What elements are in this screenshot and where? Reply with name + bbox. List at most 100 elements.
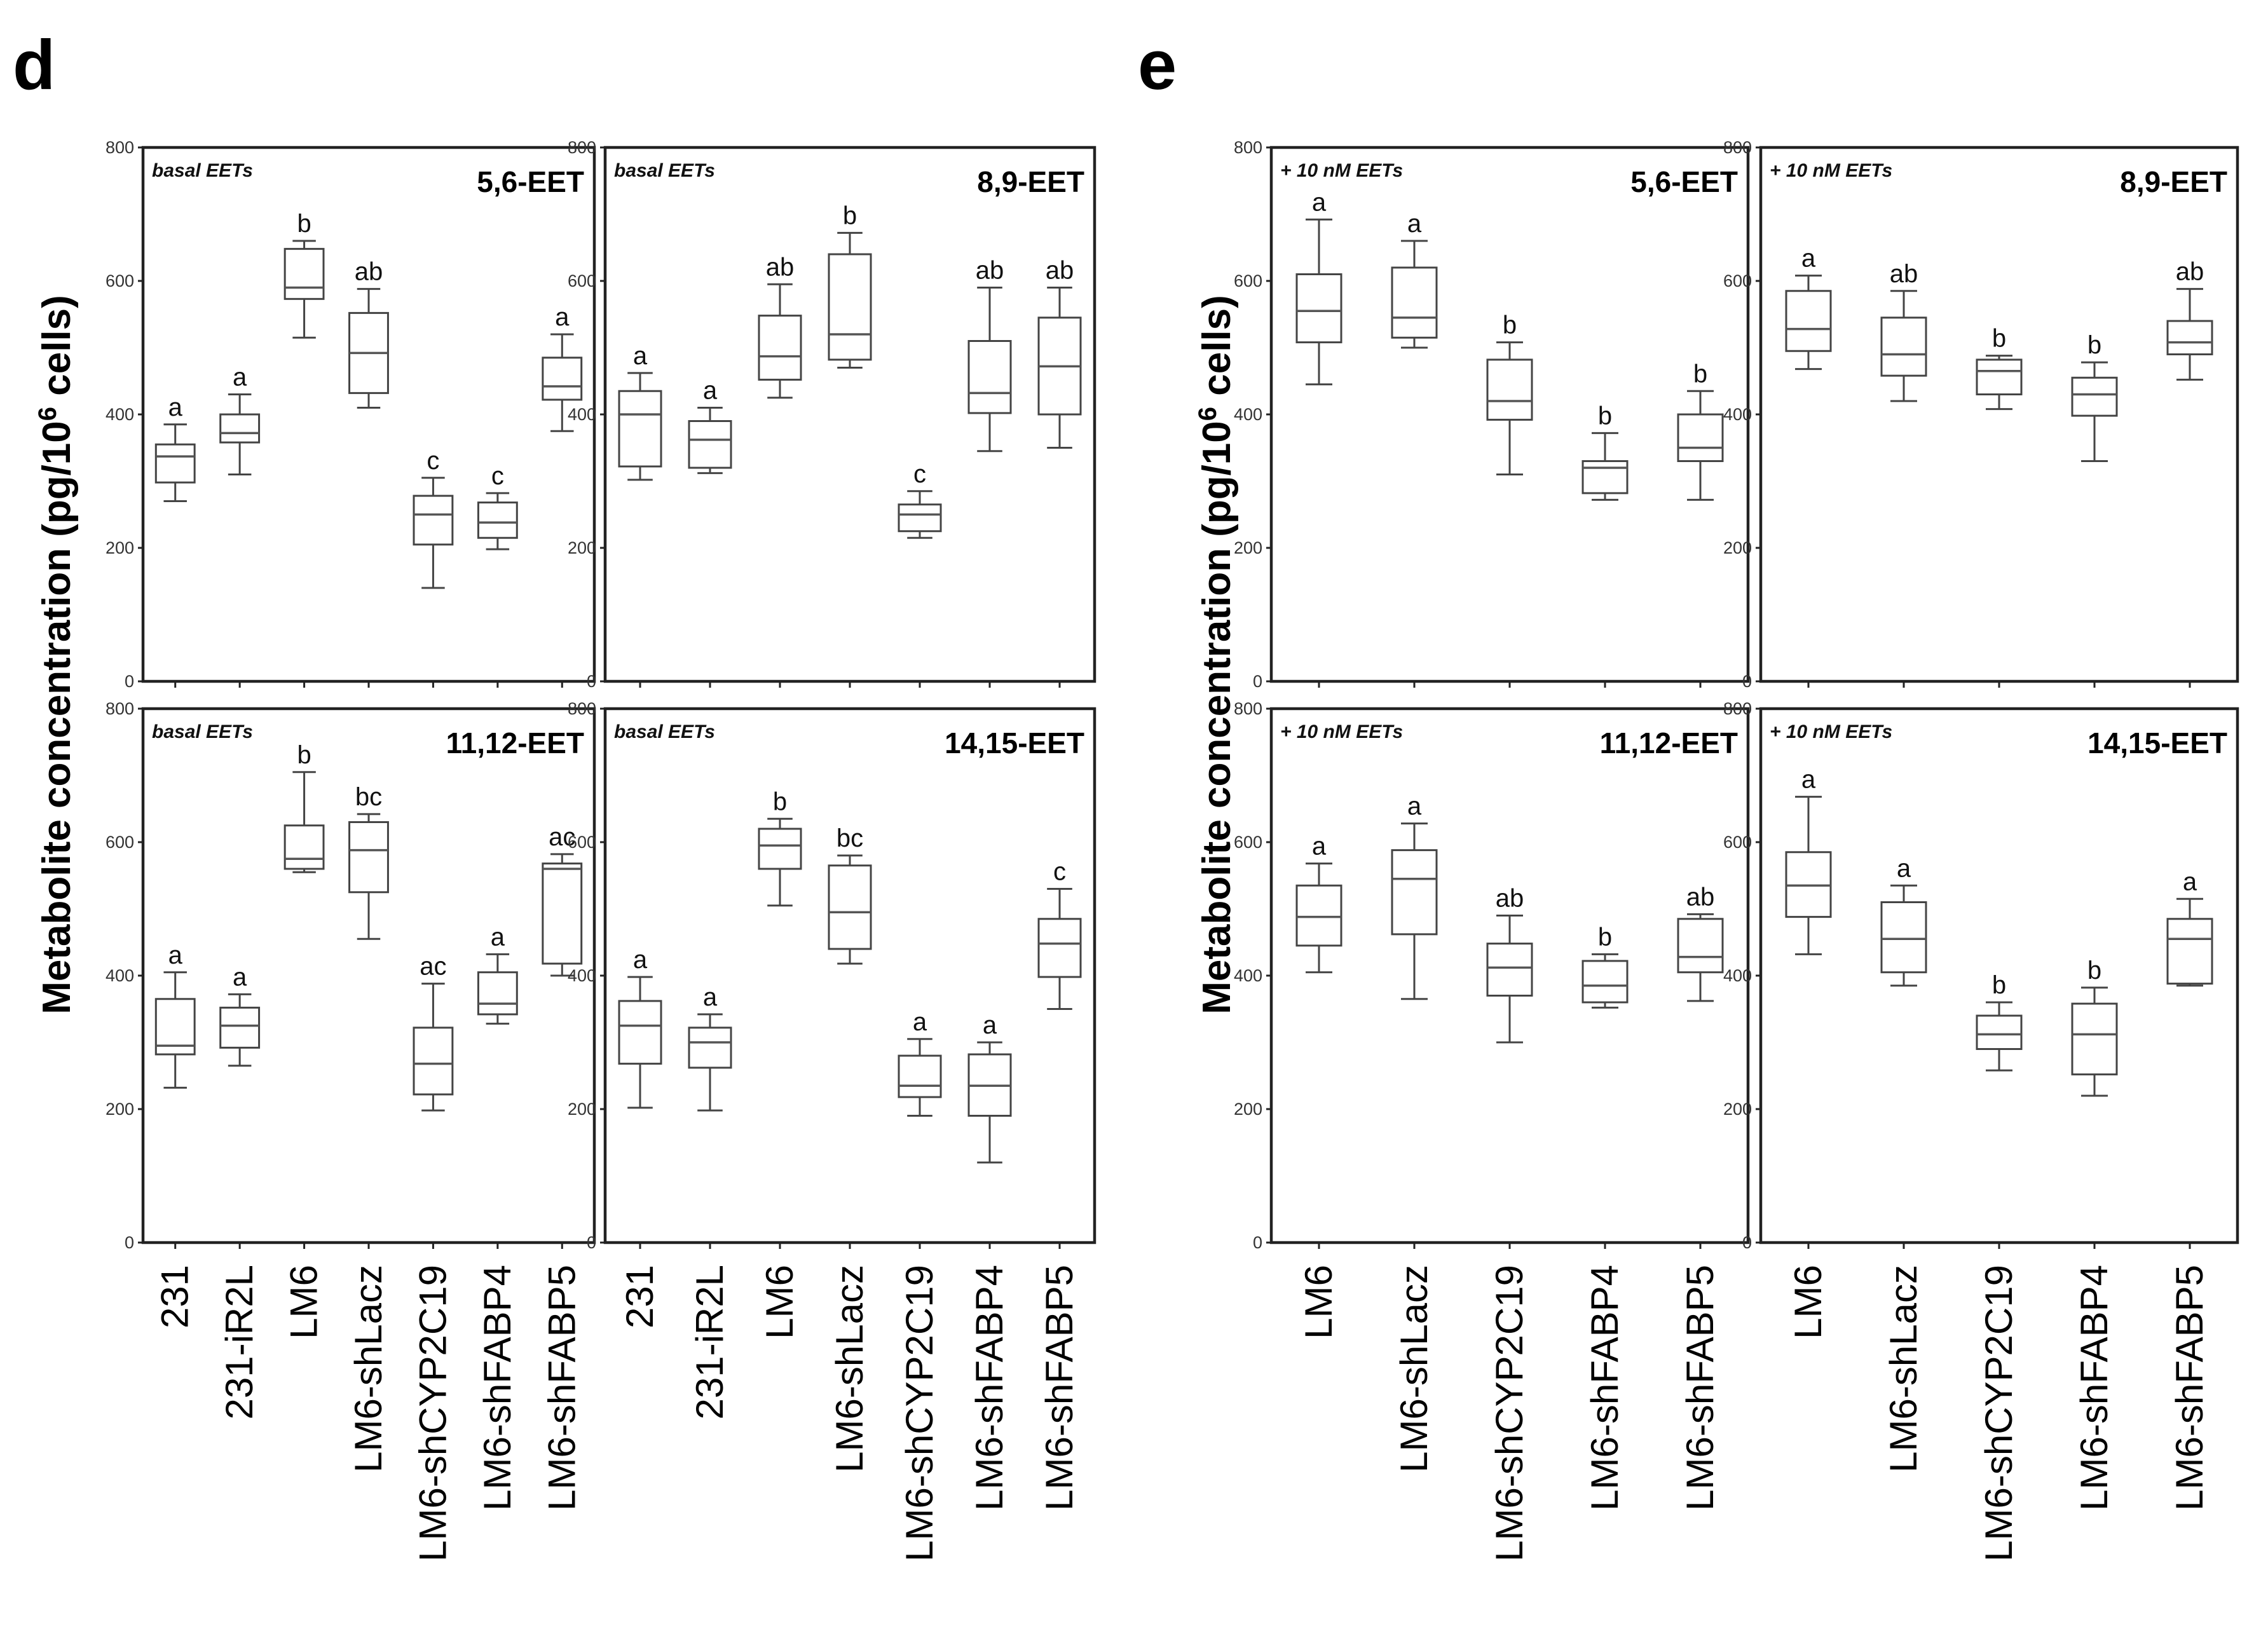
box-body [1581, 960, 1629, 1004]
significance-label: a [555, 303, 570, 331]
y-tick-label: 600 [568, 271, 596, 290]
y-tick-label: 800 [1723, 699, 1752, 718]
category-label: LM6-shFABP4 [1583, 1265, 1626, 1511]
box-body [828, 864, 872, 950]
y-tick-label: 800 [568, 138, 596, 157]
box-6: a [477, 923, 518, 1249]
box-3: ab [758, 253, 802, 688]
chart-title: 8,9-EET [977, 165, 1084, 198]
significance-label: a [1801, 245, 1816, 273]
significance-label: a [703, 983, 718, 1011]
y-tick-label: 800 [1234, 699, 1262, 718]
box-3: b [284, 741, 325, 1249]
box-3: ab [1486, 885, 1533, 1249]
box-1: a [618, 342, 662, 688]
box-body [1486, 943, 1533, 997]
y-tick-label: 0 [1742, 672, 1752, 691]
chart-subtitle: basal EETs [614, 721, 715, 742]
significance-label: ac [420, 953, 446, 981]
significance-label: a [983, 1011, 997, 1039]
category-label: LM6-shFABP5 [1679, 1265, 1721, 1511]
y-tick-label: 200 [106, 538, 134, 557]
box-body [898, 503, 942, 533]
box-body [219, 1006, 261, 1049]
significance-label: b [297, 210, 311, 238]
box-1: a [1785, 766, 1832, 1249]
box-3: b [758, 787, 802, 1249]
box-body [1880, 901, 1927, 974]
plot-frame [1759, 146, 2239, 683]
box-2: a [688, 377, 732, 688]
significance-label: bc [355, 783, 382, 811]
box-2: a [1391, 210, 1438, 688]
y-tick-label: 0 [587, 672, 596, 691]
chart-title: 11,12-EET [1600, 726, 1738, 760]
box-1: a [1295, 188, 1342, 688]
box-body [1677, 918, 1724, 974]
y-tick-label: 0 [1253, 672, 1262, 691]
box-body [1295, 273, 1342, 344]
significance-label: a [233, 364, 247, 392]
box-5: c [898, 460, 942, 688]
category-label: LM6-shCYP2C19 [1978, 1265, 2020, 1562]
box-2: a [1880, 854, 1927, 1249]
category-label: LM6-shFABP5 [540, 1265, 583, 1511]
panel-letter-d: d [13, 26, 55, 104]
significance-label: a [633, 342, 648, 370]
box-body [1391, 849, 1438, 936]
box-5: a [898, 1008, 942, 1249]
box-body [284, 248, 325, 300]
chart-d-2: 0 200 400 600 800 basal EETs 8,9-EET a a ab b c ab ab [568, 138, 1096, 691]
category-label: LM6-shLacz [1393, 1265, 1435, 1473]
y-axis-label-d: Metabolite concentration (pg/106 cells) [34, 295, 79, 1014]
box-3: b [1976, 971, 2023, 1249]
chart-subtitle: basal EETs [152, 160, 253, 181]
y-tick-label: 800 [1723, 138, 1752, 157]
significance-label: c [913, 460, 926, 488]
chart-e-8: 0 200 400 600 800 + 10 nM EETs 14,15-EET a a b b a L… [1723, 699, 2239, 1562]
box-1: a [154, 941, 196, 1249]
y-tick-label: 400 [1723, 405, 1752, 424]
box-body [1976, 1014, 2023, 1050]
significance-label: b [297, 741, 311, 769]
y-axis-label-sup: 6 [34, 407, 62, 421]
box-4: b [2071, 331, 2118, 688]
significance-label: b [843, 201, 857, 229]
box-body [477, 501, 518, 539]
category-label: 231-iR2L [218, 1265, 261, 1420]
significance-label: a [1407, 210, 1422, 238]
box-3: b [284, 210, 325, 688]
significance-label: a [633, 946, 648, 974]
category-label: LM6 [758, 1265, 801, 1339]
category-label: LM6-shFABP4 [476, 1265, 519, 1511]
significance-label: a [168, 393, 183, 421]
box-6: ab [967, 257, 1012, 688]
y-tick-label: 400 [568, 405, 596, 424]
box-7: c [1037, 858, 1082, 1249]
significance-label: b [1503, 311, 1517, 339]
box-1: a [618, 946, 662, 1249]
y-tick-label: 0 [125, 672, 134, 691]
significance-label: a [1801, 766, 1816, 794]
box-4: b [2071, 957, 2118, 1249]
chart-e-6: 0 200 400 600 800 + 10 nM EETs 8,9-EET a ab b b ab [1723, 138, 2239, 691]
chart-title: 5,6-EET [1630, 165, 1738, 198]
y-tick-label: 200 [1723, 1100, 1752, 1119]
box-body [688, 420, 732, 469]
category-label: LM6 [283, 1265, 325, 1339]
chart-title: 5,6-EET [477, 165, 584, 198]
box-3: b [1486, 311, 1533, 688]
chart-subtitle: + 10 nM EETs [1280, 721, 1403, 742]
y-tick-label: 600 [1723, 271, 1752, 290]
y-tick-label: 200 [568, 538, 596, 557]
category-label: 231-iR2L [688, 1265, 731, 1420]
y-tick-label: 400 [106, 405, 134, 424]
box-7: a [542, 303, 583, 688]
chart-title: 8,9-EET [2120, 165, 2227, 198]
y-tick-label: 600 [1234, 833, 1262, 852]
y-tick-label: 800 [1234, 138, 1262, 157]
category-label: LM6-shCYP2C19 [1488, 1265, 1531, 1562]
box-body [618, 1000, 662, 1065]
